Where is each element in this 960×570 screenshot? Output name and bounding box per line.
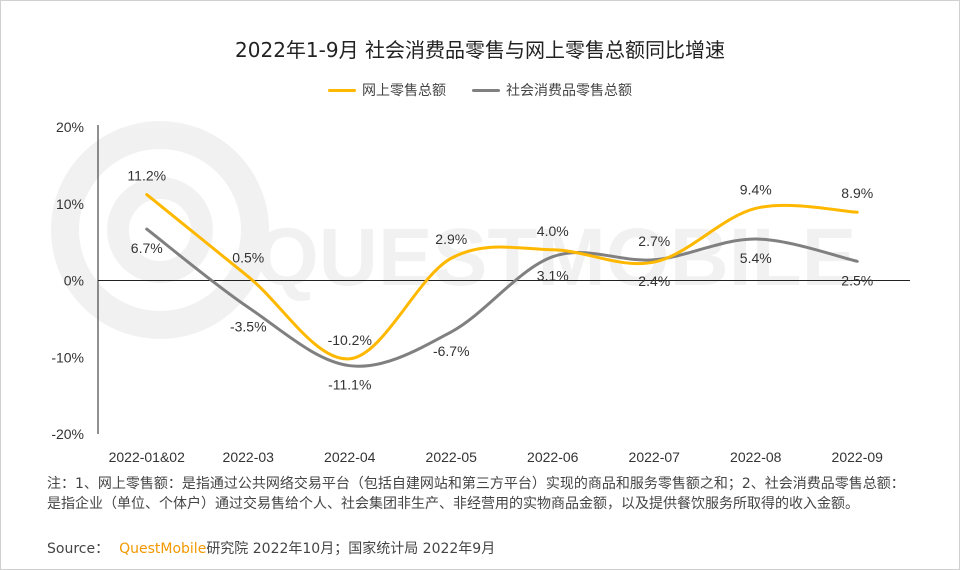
data-label: -3.5% — [230, 318, 267, 334]
data-label: 8.9% — [841, 185, 873, 201]
y-tick-label: -20% — [51, 426, 84, 442]
source-line: Source： QuestMobile研究院 2022年10月；国家统计局 202… — [47, 538, 495, 558]
x-tick-label: 2022-09 — [832, 449, 884, 465]
y-tick-label: 20% — [56, 119, 84, 135]
data-label: -11.1% — [328, 377, 371, 393]
chart-title: 2022年1-9月 社会消费品零售与网上零售总额同比增速 — [235, 38, 725, 62]
x-tick-label: 2022-03 — [223, 449, 275, 465]
series-line-total — [145, 227, 859, 368]
y-tick-label: -10% — [51, 349, 84, 365]
x-tick-label: 2022-08 — [730, 449, 782, 465]
data-label: 2.5% — [841, 272, 873, 288]
source-brand: QuestMobile — [119, 541, 207, 557]
x-tick-label: 2022-07 — [629, 449, 681, 465]
x-tick-label: 2022-06 — [527, 449, 579, 465]
data-label: 5.4% — [740, 250, 772, 266]
legend-swatch — [472, 88, 500, 92]
x-tick-label: 2022-04 — [324, 449, 376, 465]
source-label: Source： — [47, 541, 110, 557]
legend-label: 网上零售总额 — [362, 83, 446, 99]
data-label: 3.1% — [537, 268, 569, 284]
source-text: 研究院 2022年10月；国家统计局 2022年9月 — [206, 541, 496, 557]
legend-item-online: 网上零售总额 — [328, 80, 446, 100]
data-label: -10.2% — [328, 332, 372, 348]
data-label: 0.5% — [232, 250, 264, 266]
watermark: QUESTMOBILE — [51, 121, 856, 339]
footnote: 注：1、网上零售额：是指通过公共网络交易平台（包括自建网站和第三方平台）实现的商… — [47, 476, 905, 512]
y-tick-label: 10% — [56, 196, 84, 212]
data-label: 11.2% — [127, 168, 166, 184]
legend-swatch — [328, 88, 356, 92]
legend-item-total: 社会消费品零售总额 — [472, 80, 632, 100]
data-label: 2.7% — [638, 233, 670, 249]
legend: 网上零售总额 社会消费品零售总额 — [0, 80, 960, 100]
data-label: 6.7% — [131, 240, 163, 256]
x-tick-label: 2022-01&02 — [109, 449, 186, 465]
data-label: 2.9% — [435, 231, 467, 247]
data-label: -6.7% — [433, 343, 470, 359]
series-line-online — [145, 193, 859, 361]
data-label: 9.4% — [740, 181, 772, 197]
data-label: 4.0% — [537, 223, 569, 239]
watermark-text: QUESTMOBILE — [255, 212, 856, 303]
x-tick-label: 2022-05 — [426, 449, 478, 465]
data-label: 2.4% — [638, 273, 670, 289]
y-tick-label: 0% — [64, 273, 84, 289]
legend-label: 社会消费品零售总额 — [506, 83, 632, 99]
